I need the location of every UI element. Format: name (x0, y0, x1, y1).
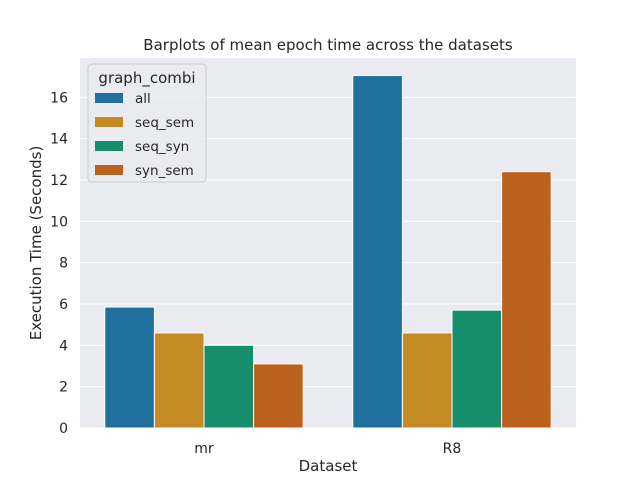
x-tick-label: R8 (443, 441, 462, 457)
bar-syn_sem-mr (253, 363, 304, 429)
bar-all-mr (104, 306, 155, 429)
legend-title: graph_combi (98, 69, 195, 88)
bar-seq_syn-R8 (451, 309, 503, 429)
y-tick-label: 4 (59, 338, 68, 354)
y-tick-label: 16 (50, 90, 68, 106)
legend-label-seq_sem: seq_sem (135, 115, 194, 131)
x-axis-ticks: mr R8 (194, 441, 461, 457)
y-tick-label: 10 (50, 214, 68, 230)
legend-swatch-seq_sem (95, 117, 123, 127)
bar-seq_sem-mr (153, 332, 205, 429)
legend-swatch-syn_sem (95, 165, 123, 175)
chart-title: Barplots of mean epoch time across the d… (143, 36, 513, 54)
y-tick-label: 6 (59, 297, 68, 313)
y-axis-title: Execution Time (Seconds) (27, 146, 45, 341)
y-tick-label: 14 (50, 132, 68, 148)
legend-label-seq_syn: seq_syn (135, 139, 189, 155)
y-tick-label: 2 (59, 380, 68, 396)
bar-seq_sem-R8 (401, 332, 453, 429)
y-tick-label: 12 (50, 173, 68, 189)
x-tick-label: mr (194, 441, 214, 457)
legend-label-all: all (135, 91, 151, 107)
y-axis-ticks: 0 2 4 6 8 10 12 14 16 (50, 90, 68, 437)
legend-swatch-all (95, 93, 123, 103)
legend: graph_combi all seq_sem seq_syn syn_sem (87, 63, 207, 183)
bars (104, 75, 552, 429)
y-tick-label: 8 (59, 256, 68, 272)
bar-seq_syn-mr (203, 344, 255, 429)
bar-all-R8 (352, 75, 403, 429)
y-tick-label: 0 (59, 421, 68, 437)
legend-swatch-seq_syn (95, 141, 123, 151)
x-axis-title: Dataset (299, 457, 358, 475)
legend-label-syn_sem: syn_sem (135, 163, 194, 179)
legend-items: all seq_sem seq_syn syn_sem (95, 91, 194, 179)
bar-syn_sem-R8 (501, 171, 552, 429)
